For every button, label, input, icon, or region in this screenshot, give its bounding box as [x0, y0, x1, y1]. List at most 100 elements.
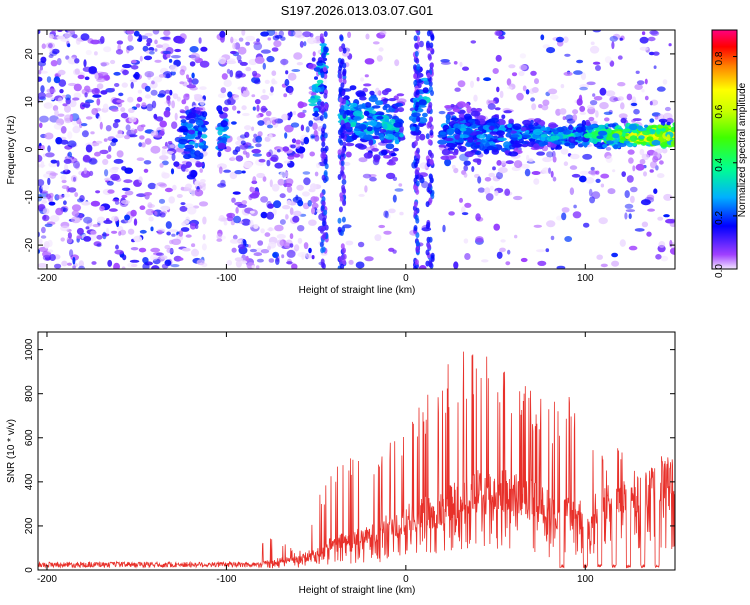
- spectrogram-cell: [267, 124, 273, 129]
- spectrogram-cell: [444, 158, 452, 167]
- spectrogram-cell: [102, 158, 109, 165]
- spectrogram-cell: [199, 168, 203, 173]
- spectrogram-cell: [415, 158, 420, 165]
- spectrogram-cell: [103, 138, 108, 142]
- spectrogram-cell: [57, 113, 65, 117]
- spectrogram-cell: [156, 252, 164, 257]
- spectrogram-cell: [274, 34, 283, 39]
- spectrogram-cell: [413, 265, 417, 269]
- spectrogram-cell: [256, 258, 264, 263]
- spectrogram-cell: [453, 61, 458, 65]
- spectrogram-cell: [133, 30, 140, 37]
- y-tick-label: 0: [24, 146, 35, 152]
- spectrogram-cell: [253, 224, 259, 229]
- spectrogram-cell: [484, 177, 492, 182]
- spectrogram-cell: [375, 100, 384, 106]
- spectrogram-cell: [155, 116, 164, 122]
- spectrogram-cell: [279, 193, 286, 199]
- spectrogram-cell: [345, 151, 352, 158]
- spectrogram-cell: [176, 147, 185, 153]
- spectrogram-cell: [415, 135, 420, 142]
- spectrogram-cell: [607, 123, 617, 128]
- spectrogram-cell: [461, 206, 466, 214]
- spectrogram-cell: [62, 103, 68, 107]
- spectrogram-cell: [459, 127, 467, 132]
- spectrogram-cell: [350, 121, 357, 128]
- spectrogram-cell: [257, 120, 265, 126]
- spectrogram-cell: [149, 51, 155, 55]
- spectrogram-cell: [129, 79, 138, 83]
- spectrogram-cell: [463, 172, 468, 178]
- spectrogram-cell: [316, 162, 321, 169]
- spectrogram-cell: [429, 42, 434, 49]
- spectrogram-cell: [590, 41, 595, 46]
- spectrogram-cell: [308, 103, 317, 107]
- spectrogram-cell: [439, 131, 447, 135]
- spectrogram-cell: [576, 98, 583, 106]
- spectrogram-cell: [296, 184, 304, 191]
- spectrogram-cell: [274, 224, 284, 232]
- spectrogram-cell: [561, 207, 570, 213]
- spectrogram-cell: [41, 43, 46, 49]
- spectrogram-cell: [239, 61, 248, 66]
- spectrogram-cell: [155, 184, 159, 190]
- spectrogram-cell: [371, 105, 381, 109]
- spectrogram-cell: [166, 53, 171, 58]
- spectrogram-cell: [265, 110, 272, 117]
- spectrogram-cell: [580, 72, 587, 80]
- spectrogram-cell: [116, 40, 124, 45]
- spectrogram-cell: [235, 239, 244, 243]
- spectrogram-cell: [181, 247, 191, 252]
- spectrogram-cell: [415, 240, 420, 247]
- spectrogram-cell: [202, 216, 207, 225]
- spectrogram-cell: [413, 79, 418, 86]
- spectrogram-cell: [92, 94, 102, 98]
- spectrogram-cell: [57, 97, 63, 104]
- spectrogram-cell: [476, 77, 480, 82]
- spectrogram-cell: [64, 105, 71, 113]
- spectrogram-cell: [358, 123, 367, 130]
- spectrogram-cell: [63, 193, 71, 198]
- spectrogram-cell: [232, 149, 238, 155]
- spectrogram-cell: [314, 76, 318, 80]
- spectrogram-cell: [283, 160, 291, 164]
- spectrogram-cell: [257, 240, 264, 246]
- spectrogram-cell: [363, 83, 372, 87]
- spectrogram-cell: [260, 49, 271, 54]
- spectrogram-cell: [339, 195, 344, 202]
- spectrogram-cell: [464, 253, 471, 260]
- spectrogram-cell: [245, 41, 251, 46]
- spectrogram-cell: [73, 34, 78, 39]
- spectrogram-cell: [191, 189, 196, 197]
- spectrogram-cell: [70, 254, 79, 261]
- spectrogram-cell: [286, 261, 293, 265]
- y-tick-label: 800: [24, 385, 35, 402]
- spectrogram-cell: [351, 134, 358, 140]
- spectrogram-cell: [337, 226, 342, 233]
- spectrogram-cell: [72, 265, 76, 269]
- spectrogram-cell: [464, 151, 474, 158]
- spectrogram-cell: [321, 263, 326, 269]
- spectrogram-cell: [546, 47, 556, 54]
- spectrogram-cell: [572, 109, 579, 115]
- spectrogram-cell: [660, 255, 669, 262]
- spectrogram-cell: [533, 143, 541, 150]
- spectrogram-cell: [599, 102, 609, 110]
- spectrogram-cell: [636, 80, 645, 85]
- spectrogram-cell: [245, 152, 250, 159]
- spectrogram-cell: [289, 233, 294, 240]
- spectrogram-cell: [103, 46, 112, 53]
- spectrogram-cell: [550, 135, 560, 141]
- spectrogram-cell: [475, 120, 481, 125]
- spectrogram-cell: [640, 199, 651, 206]
- spectrogram-cell: [202, 111, 208, 118]
- spectrogram-cell: [100, 61, 110, 66]
- spectrogram-cell: [454, 127, 459, 134]
- spectrogram-cell: [139, 55, 143, 62]
- spectrogram-cell: [338, 65, 343, 72]
- spectrogram-cell: [312, 51, 316, 57]
- spectrogram-cell: [39, 65, 44, 71]
- spectrogram-cell: [384, 133, 395, 140]
- spectrogram-cell: [337, 174, 342, 180]
- spectrogram-cell: [548, 123, 559, 128]
